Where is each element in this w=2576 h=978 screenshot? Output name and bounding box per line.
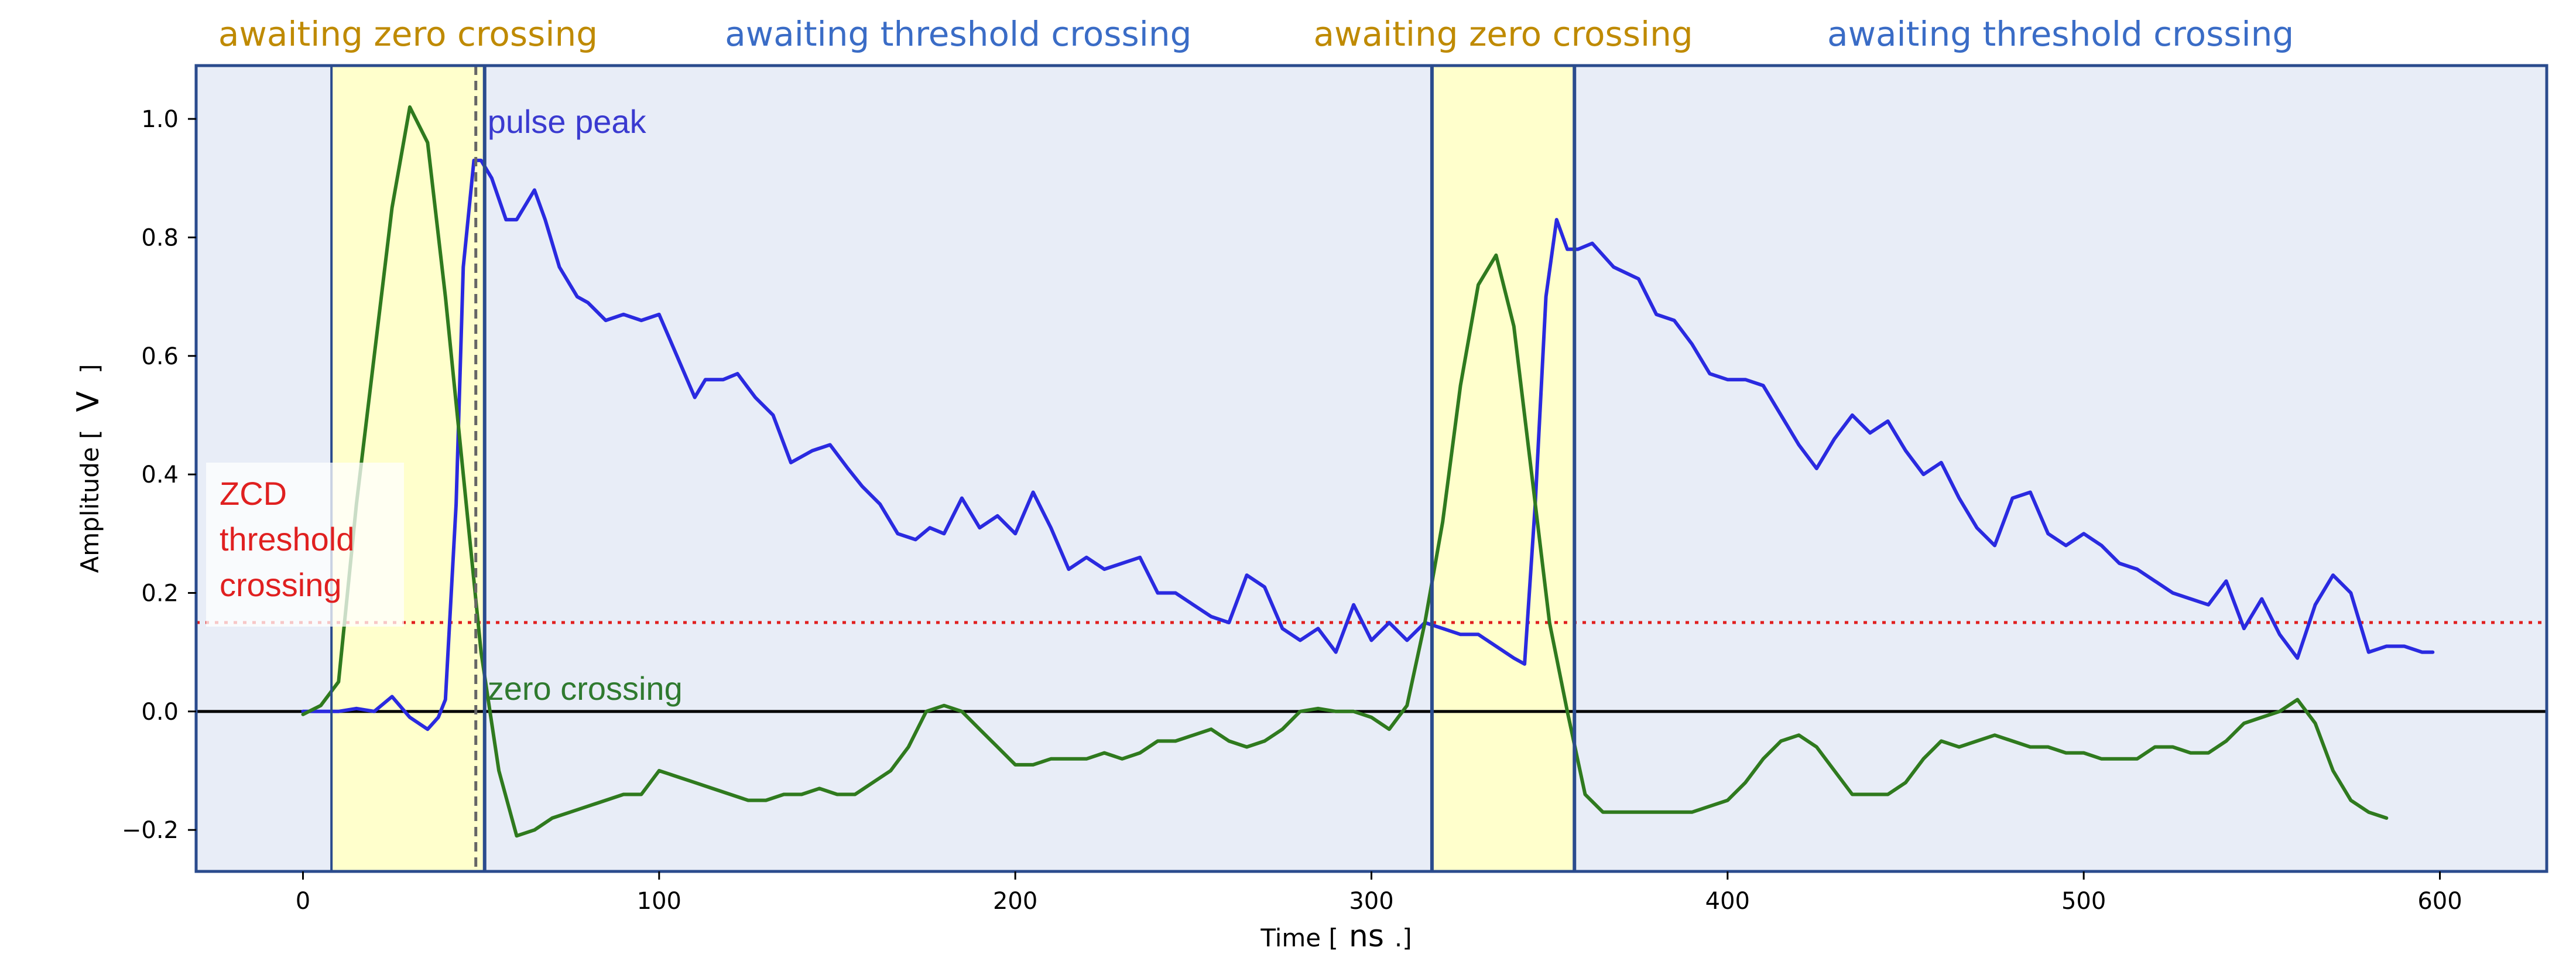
state-band-3-highlight xyxy=(1431,66,1575,871)
x-tick-label-6: 500 xyxy=(2061,888,2106,915)
y-tick-label-5: 0.6 xyxy=(141,343,179,370)
plot-area xyxy=(196,66,2547,871)
y-tick-label-7: 1.0 xyxy=(141,106,179,133)
state-label-2: awaiting threshold crossing xyxy=(725,14,1191,54)
x-axis-label-unit: ns xyxy=(1349,919,1384,954)
tick-labels-layer: 0 100 200 300 400 500 600 −0.2 0.0 0.2 0.4 0.6 0.8 1.… xyxy=(122,106,2462,915)
state-label-4: awaiting threshold crossing xyxy=(1827,14,2294,54)
reference-lines-layer xyxy=(196,621,2547,713)
y-axis-label-prefix: Amplitude [ xyxy=(76,430,104,573)
series-line-1 xyxy=(301,158,2435,731)
zcd-label-line-3: crossing xyxy=(220,566,342,603)
x-tick-label-1: 0 xyxy=(296,888,310,915)
x-tick-label-5: 400 xyxy=(1705,888,1750,915)
state-label-3: awaiting zero crossing xyxy=(1313,14,1693,54)
y-tick-label-3: 0.2 xyxy=(141,580,179,607)
y-axis-label: Amplitude [ V] xyxy=(71,364,106,573)
y-tick-label-1: −0.2 xyxy=(122,817,179,844)
x-tick-label-2: 100 xyxy=(637,888,681,915)
annotations-layer: pulse peak zero crossing ZCD threshold c… xyxy=(71,103,1412,954)
y-axis-label-unit: V xyxy=(71,391,106,412)
x-axis-label: Time [ ns.] xyxy=(1260,919,1412,954)
pulse-peak-label: pulse peak xyxy=(488,103,647,140)
plot-background-layer xyxy=(196,66,2547,871)
y-tick-label-2: 0.0 xyxy=(141,699,179,726)
x-axis-label-prefix: Time [ xyxy=(1260,924,1338,952)
zcd-label-box xyxy=(206,463,404,627)
state-label-1: awaiting zero crossing xyxy=(218,14,598,54)
x-tick-label-4: 300 xyxy=(1349,888,1393,915)
y-axis-label-suffix: ] xyxy=(76,364,104,374)
series-layer xyxy=(301,105,2435,838)
x-tick-label-7: 600 xyxy=(2417,888,2462,915)
y-tick-label-6: 0.8 xyxy=(141,224,179,251)
zcd-label-line-1: ZCD xyxy=(220,475,287,512)
y-tick-label-4: 0.4 xyxy=(141,461,179,488)
x-axis-label-suffix: .] xyxy=(1395,924,1412,952)
zcd-label-line-2: threshold xyxy=(220,521,354,558)
series-line-2 xyxy=(301,105,2389,838)
zero-crossing-label: zero crossing xyxy=(488,670,683,707)
state-bands-layer: awaiting zero crossing awaiting threshold… xyxy=(218,14,2294,871)
x-tick-label-3: 200 xyxy=(993,888,1037,915)
